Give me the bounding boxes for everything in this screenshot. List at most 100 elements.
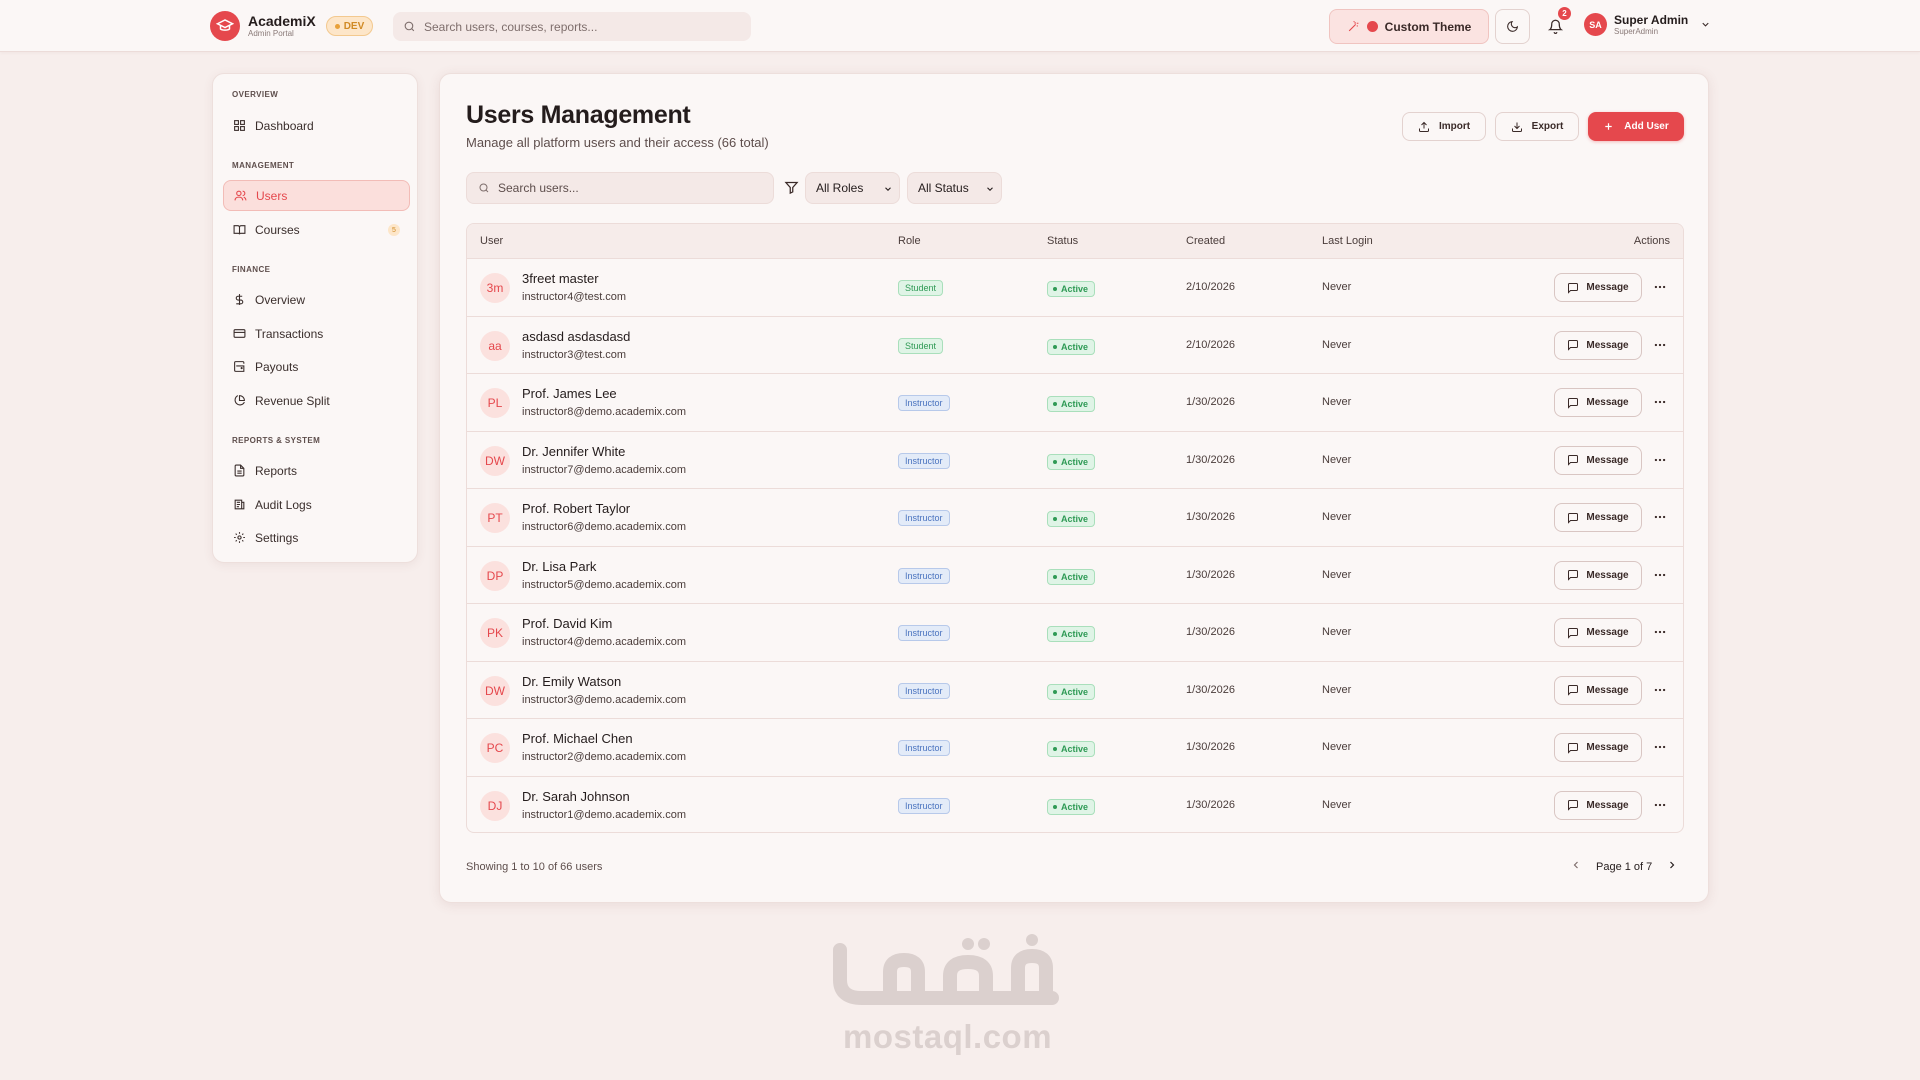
more-actions-button[interactable]	[1652, 797, 1668, 813]
status-badge: Active	[1047, 741, 1096, 757]
moon-icon	[1507, 20, 1519, 32]
sidebar-item-label: Transactions	[255, 326, 324, 341]
status-label: Active	[1061, 744, 1089, 754]
message-icon	[1568, 800, 1579, 811]
user-avatar: DW	[480, 445, 510, 476]
user-email: instructor2@demo.academix.com	[522, 751, 687, 763]
status-label: Active	[1061, 514, 1089, 524]
more-actions-button[interactable]	[1652, 394, 1668, 410]
table-row[interactable]: PL Prof. James Lee instructor8@demo.academ…	[467, 374, 1683, 432]
message-button[interactable]: Message	[1554, 273, 1642, 302]
message-button[interactable]: Message	[1554, 330, 1642, 360]
table-row[interactable]: PK Prof. David Kim instructor4@demo.academ…	[467, 604, 1683, 662]
chevron-down-icon	[885, 187, 891, 192]
role-badge: Student	[898, 337, 944, 354]
user-avatar: DJ	[480, 790, 510, 821]
user-name: Prof. James Lee	[522, 386, 617, 401]
table-row[interactable]: aa asdasd asdasdasd instructor3@test.com St…	[467, 317, 1683, 374]
status-filter-select[interactable]: All Status	[907, 172, 1002, 204]
status-badge: Active	[1047, 281, 1096, 297]
more-actions-button[interactable]	[1652, 337, 1668, 353]
export-label: Export	[1531, 121, 1564, 132]
user-name: Dr. Jennifer White	[522, 443, 626, 459]
user-name: Prof. Robert Taylor	[522, 501, 631, 516]
table-row[interactable]: 3m 3freet master instructor4@test.com Stude…	[467, 259, 1683, 317]
sidebar-item-dashboard[interactable]: Dashboard	[223, 110, 410, 141]
import-button[interactable]: Import	[1402, 112, 1486, 141]
notifications-badge: 2	[1558, 7, 1571, 20]
export-button[interactable]: Export	[1495, 112, 1579, 141]
message-button[interactable]: Message	[1554, 560, 1642, 590]
notifications-button[interactable]: 2	[1543, 7, 1571, 38]
message-icon	[1568, 627, 1579, 639]
more-actions-button[interactable]	[1652, 624, 1668, 640]
message-button[interactable]: Message	[1554, 445, 1642, 475]
more-actions-button[interactable]	[1652, 682, 1668, 698]
message-button[interactable]: Message	[1554, 618, 1642, 647]
column-header-last-login: Last Login	[1322, 235, 1373, 247]
download-icon	[1511, 122, 1522, 132]
user-email: instructor4@test.com	[522, 291, 627, 303]
prev-page-button[interactable]	[1570, 859, 1582, 874]
wallet-icon	[232, 360, 246, 374]
status-badge: Active	[1047, 683, 1096, 700]
table-row[interactable]: DP Dr. Lisa Park instructor5@demo.academix…	[467, 547, 1683, 604]
users-search-input[interactable]	[498, 181, 768, 195]
user-avatar: DP	[480, 560, 510, 591]
role-badge: Instructor	[898, 625, 950, 641]
table-row[interactable]: DW Dr. Jennifer White instructor7@demo.aca…	[467, 432, 1683, 489]
sidebar-item-revenue-split[interactable]: Revenue Split	[223, 385, 410, 416]
more-actions-button[interactable]	[1652, 509, 1668, 525]
next-page-button[interactable]	[1666, 859, 1678, 874]
message-button[interactable]: Message	[1554, 733, 1642, 762]
global-search[interactable]	[393, 12, 751, 41]
sidebar-item-transactions[interactable]: Transactions	[223, 318, 410, 349]
table-row[interactable]: PT Prof. Robert Taylor instructor6@demo.ac…	[467, 489, 1683, 547]
user-email: instructor6@demo.academix.com	[522, 521, 687, 533]
global-search-input[interactable]	[424, 19, 744, 34]
last-login: Never	[1322, 798, 1352, 811]
message-button[interactable]: Message	[1554, 675, 1642, 705]
section-title-finance: FINANCE	[232, 265, 271, 274]
user-name: Prof. David Kim	[522, 616, 613, 631]
more-actions-button[interactable]	[1652, 452, 1668, 468]
message-button[interactable]: Message	[1554, 503, 1642, 532]
search-icon	[479, 183, 489, 193]
sidebar-item-payouts[interactable]: Payouts	[223, 351, 410, 382]
dark-mode-toggle[interactable]	[1495, 9, 1530, 44]
sidebar-item-audit-logs[interactable]: Audit Logs	[223, 489, 410, 520]
brand[interactable]: AcademiX Admin Portal DEV	[210, 11, 374, 41]
filter-icon	[784, 181, 799, 195]
last-login: Never	[1322, 396, 1352, 408]
more-horizontal-icon	[1654, 573, 1666, 576]
pagination-summary: Showing 1 to 10 of 66 users	[466, 861, 603, 873]
user-menu[interactable]: SA Super Admin SuperAdmin	[1584, 13, 1711, 36]
sidebar-item-settings[interactable]: Settings	[223, 522, 410, 553]
message-button[interactable]: Message	[1554, 388, 1642, 417]
more-actions-button[interactable]	[1652, 567, 1668, 583]
more-actions-button[interactable]	[1652, 739, 1668, 755]
user-avatar: PT	[480, 503, 510, 533]
add-user-button[interactable]: Add User	[1588, 112, 1684, 141]
sidebar-item-reports[interactable]: Reports	[223, 455, 410, 486]
sidebar-item-courses[interactable]: Courses 5	[223, 214, 410, 245]
more-horizontal-icon	[1654, 343, 1666, 346]
role-filter-select[interactable]: All Roles	[805, 172, 900, 204]
custom-theme-button[interactable]: Custom Theme	[1329, 9, 1489, 44]
table-row[interactable]: DW Dr. Emily Watson instructor3@demo.acade…	[467, 662, 1683, 719]
message-button[interactable]: Message	[1554, 790, 1642, 820]
sidebar-item-users[interactable]: Users	[223, 180, 410, 211]
table-row[interactable]: DJ Dr. Sarah Johnson instructor1@demo.acad…	[467, 777, 1683, 833]
more-actions-button[interactable]	[1652, 279, 1668, 295]
search-icon	[404, 21, 415, 32]
gear-icon	[232, 531, 246, 545]
user-avatar: 3m	[480, 273, 510, 303]
env-badge: DEV	[325, 16, 374, 36]
table-row[interactable]: PC Prof. Michael Chen instructor2@demo.aca…	[467, 719, 1683, 777]
sidebar-item-finance-overview[interactable]: Overview	[223, 284, 410, 315]
users-search[interactable]	[466, 172, 774, 204]
message-label: Message	[1586, 742, 1629, 753]
users-panel: Users Management Manage all platform use…	[439, 73, 1709, 903]
role-badge: Instructor	[898, 797, 950, 814]
column-header-role: Role	[898, 235, 921, 247]
